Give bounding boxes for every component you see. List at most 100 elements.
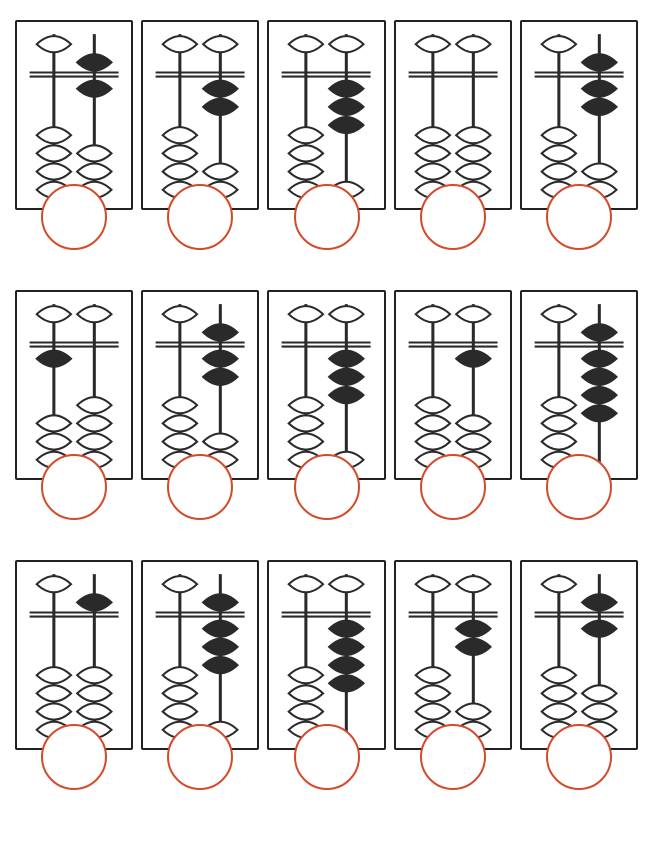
lower-bead-inactive <box>415 667 449 683</box>
lower-bead-inactive <box>289 704 323 720</box>
lower-bead-inactive <box>456 145 490 161</box>
upper-bead <box>415 576 449 592</box>
lower-bead-inactive <box>203 434 237 450</box>
lower-bead-inactive <box>163 434 197 450</box>
answer-circle[interactable] <box>294 454 360 520</box>
lower-bead-inactive <box>37 667 71 683</box>
upper-bead <box>330 306 364 322</box>
lower-bead-inactive <box>163 145 197 161</box>
lower-bead-inactive <box>542 685 576 701</box>
upper-bead <box>415 306 449 322</box>
answer-circle[interactable] <box>546 454 612 520</box>
abacus-card <box>15 20 133 210</box>
lower-bead-inactive <box>456 704 490 720</box>
answer-circle[interactable] <box>167 184 233 250</box>
lower-bead-inactive <box>37 164 71 180</box>
lower-bead-inactive <box>163 415 197 431</box>
lower-bead-active <box>330 621 364 637</box>
abacus-cell <box>141 20 259 210</box>
answer-circle[interactable] <box>41 454 107 520</box>
answer-circle[interactable] <box>546 184 612 250</box>
abacus-card <box>15 290 133 480</box>
upper-bead <box>77 54 111 70</box>
answer-circle[interactable] <box>546 724 612 790</box>
upper-bead <box>456 576 490 592</box>
abacus-svg <box>269 566 383 748</box>
upper-bead <box>582 594 616 610</box>
answer-circle[interactable] <box>41 184 107 250</box>
lower-bead-active <box>330 351 364 367</box>
abacus-cell <box>520 560 638 750</box>
lower-bead-active <box>582 405 616 421</box>
upper-bead <box>582 324 616 340</box>
lower-bead-inactive <box>77 397 111 413</box>
lower-bead-inactive <box>289 164 323 180</box>
lower-bead-active <box>330 675 364 691</box>
answer-circle[interactable] <box>294 724 360 790</box>
lower-bead-inactive <box>415 434 449 450</box>
lower-bead-inactive <box>289 667 323 683</box>
lower-bead-active <box>203 351 237 367</box>
upper-bead <box>163 36 197 52</box>
lower-bead-active <box>582 81 616 97</box>
answer-circle[interactable] <box>294 184 360 250</box>
abacus-card <box>520 560 638 750</box>
upper-bead <box>77 594 111 610</box>
upper-bead <box>163 306 197 322</box>
answer-circle[interactable] <box>420 184 486 250</box>
lower-bead-active <box>203 657 237 673</box>
lower-bead-inactive <box>415 415 449 431</box>
lower-bead-inactive <box>542 667 576 683</box>
lower-bead-inactive <box>163 127 197 143</box>
abacus-svg <box>396 26 510 208</box>
lower-bead-inactive <box>289 685 323 701</box>
upper-bead <box>163 576 197 592</box>
lower-bead-inactive <box>37 145 71 161</box>
upper-bead <box>77 306 111 322</box>
upper-bead <box>542 36 576 52</box>
worksheet-grid <box>15 20 638 750</box>
abacus-svg <box>143 566 257 748</box>
lower-bead-inactive <box>77 667 111 683</box>
abacus-card <box>267 560 385 750</box>
answer-circle[interactable] <box>167 724 233 790</box>
abacus-cell <box>141 290 259 480</box>
answer-circle[interactable] <box>41 724 107 790</box>
answer-circle[interactable] <box>420 724 486 790</box>
abacus-card <box>267 290 385 480</box>
abacus-svg <box>522 26 636 208</box>
upper-bead <box>330 36 364 52</box>
abacus-cell <box>15 560 133 750</box>
abacus-card <box>141 290 259 480</box>
abacus-cell <box>267 20 385 210</box>
lower-bead-inactive <box>415 127 449 143</box>
lower-bead-inactive <box>77 164 111 180</box>
lower-bead-active <box>77 81 111 97</box>
lower-bead-inactive <box>415 704 449 720</box>
lower-bead-inactive <box>37 127 71 143</box>
lower-bead-inactive <box>203 164 237 180</box>
lower-bead-inactive <box>77 145 111 161</box>
abacus-card <box>520 290 638 480</box>
lower-bead-active <box>330 369 364 385</box>
abacus-svg <box>143 26 257 208</box>
abacus-card <box>394 560 512 750</box>
abacus-cell <box>394 290 512 480</box>
abacus-cell <box>394 560 512 750</box>
lower-bead-inactive <box>163 667 197 683</box>
worksheet-row <box>15 290 638 480</box>
lower-bead-inactive <box>542 145 576 161</box>
lower-bead-active <box>330 81 364 97</box>
lower-bead-inactive <box>542 434 576 450</box>
lower-bead-inactive <box>415 164 449 180</box>
answer-circle[interactable] <box>167 454 233 520</box>
abacus-cell <box>141 560 259 750</box>
lower-bead-active <box>203 639 237 655</box>
lower-bead-inactive <box>37 415 71 431</box>
lower-bead-inactive <box>542 127 576 143</box>
lower-bead-inactive <box>456 415 490 431</box>
lower-bead-active <box>582 621 616 637</box>
lower-bead-inactive <box>37 704 71 720</box>
lower-bead-inactive <box>289 434 323 450</box>
answer-circle[interactable] <box>420 454 486 520</box>
